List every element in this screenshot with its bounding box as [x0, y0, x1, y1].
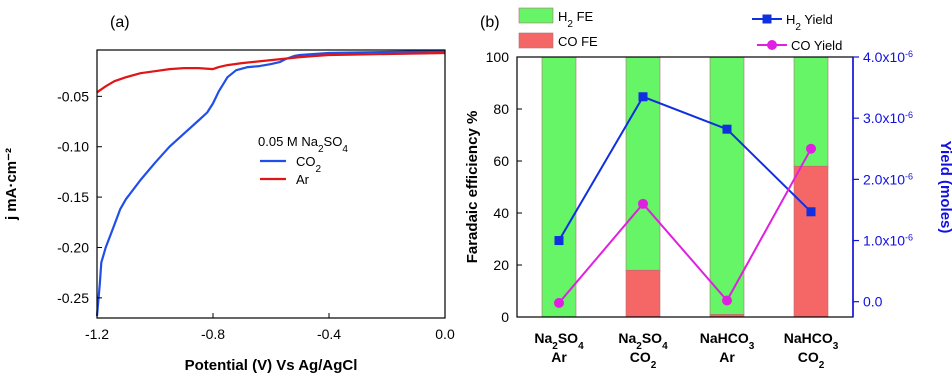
panel-b-right-tick-label: 3.0x10-6 — [863, 110, 913, 126]
panel-b-y-tick-label: 60 — [493, 153, 509, 169]
legend-h2-fe-swatch — [518, 7, 554, 24]
panel-b-chart: (b) 0 20 40 60 80 100 0.0 1.0x10-6 2.0x10-6 3.0x… — [464, 7, 952, 371]
legend-co-fe-label: CO FE — [558, 34, 598, 49]
legend-circle-marker — [767, 40, 777, 50]
panel-a-x-tick-label: -1.2 — [85, 326, 109, 342]
panel-a-chart: (a) -1.2 -0.8 -0.4 0.0 -0.25 -0.20 -0.15 -0.10… — [3, 14, 455, 373]
panel-b-right-tick-label: 4.0x10-6 — [863, 49, 913, 65]
panel-b-category-label-line1: Na2SO4 — [534, 330, 584, 352]
panel-b-y-tick-label: 40 — [493, 205, 509, 221]
panel-b-right-tick-label: 1.0x10-6 — [863, 233, 913, 249]
h2-yield-point — [806, 207, 816, 217]
panel-a-y-tick-label: -0.20 — [57, 239, 89, 255]
h2-fe-bar — [541, 56, 577, 318]
legend-h2-fe-label: H2 FE — [558, 9, 594, 30]
panel-a-label: (a) — [110, 14, 130, 31]
panel-a-series-line-co2 — [95, 49, 446, 317]
panel-b-category-label-line2: CO2 — [630, 349, 657, 371]
panel-b-y-tick-label: 20 — [493, 257, 509, 273]
panel-a-legend-entry: Ar — [296, 172, 310, 187]
panel-b-category-label-line2: Ar — [719, 349, 735, 365]
h2-fe-bar — [709, 56, 745, 315]
legend-co-yield-label: CO Yield — [791, 38, 842, 53]
co-yield-line — [558, 148, 812, 304]
panel-b-right-tick-label: 2.0x10-6 — [863, 171, 913, 187]
co-fe-bar — [625, 269, 661, 318]
h2-yield-point — [638, 92, 648, 102]
panel-b-y-tick-label: 0 — [501, 309, 509, 325]
co-yield-point — [806, 143, 816, 154]
panel-b-right-tick-label: 0.0 — [863, 294, 883, 310]
panel-b-right-y-axis-title: Yield (moles) — [937, 141, 952, 234]
panel-a-x-tick-label: 0.0 — [435, 326, 455, 342]
co-yield-point — [722, 295, 732, 306]
panel-a-series-line-ar — [96, 51, 446, 94]
panel-b-y-tick-label: 100 — [486, 49, 510, 65]
panel-a-y-tick-label: -0.15 — [57, 189, 89, 205]
panel-a-y-tick-label: -0.05 — [57, 88, 89, 104]
h2-yield-line — [558, 95, 812, 242]
panel-a-y-tick-label: -0.10 — [57, 139, 89, 155]
panel-a-y-axis-title: j mA·cm⁻² — [3, 148, 20, 221]
panel-a-x-tick-label: -0.8 — [201, 326, 225, 342]
panel-b-category-label-line1: NaHCO3 — [784, 330, 839, 352]
panel-a-legend-title: 0.05 M Na2SO4 — [258, 134, 348, 155]
panel-b-label: (b) — [480, 14, 500, 31]
panel-b-category-label-line1: Na2SO4 — [618, 330, 668, 352]
co-yield-point — [554, 297, 564, 308]
panel-b-legend: H2 FE CO FE H2 Yield CO Yield — [518, 7, 842, 53]
co-fe-bar — [793, 165, 829, 318]
co-yield-point — [638, 198, 648, 209]
h2-yield-point — [554, 236, 564, 246]
h2-yield-point — [722, 124, 732, 134]
panel-a-y-tick-label: -0.25 — [57, 290, 89, 306]
panel-b-y-tick-label: 80 — [493, 101, 509, 117]
panel-a-x-tick-label: -0.4 — [317, 326, 341, 342]
panel-a-legend-entry: CO2 — [296, 154, 322, 175]
legend-square-marker — [762, 14, 772, 24]
panel-b-category-label-line2: Ar — [551, 349, 567, 365]
legend-co-fe-swatch — [518, 32, 554, 49]
legend-h2-yield-label: H2 Yield — [786, 12, 833, 33]
panel-b-category-label-line1: NaHCO3 — [700, 330, 755, 352]
panel-a-x-axis-title: Potential (V) Vs Ag/AgCl — [185, 357, 358, 373]
h2-fe-bar — [625, 56, 661, 271]
panel-b-category-label-line2: CO2 — [798, 349, 825, 371]
panel-b-y-axis-title: Faradaic efficiency % — [464, 111, 481, 264]
panel-a-frame — [96, 49, 446, 319]
